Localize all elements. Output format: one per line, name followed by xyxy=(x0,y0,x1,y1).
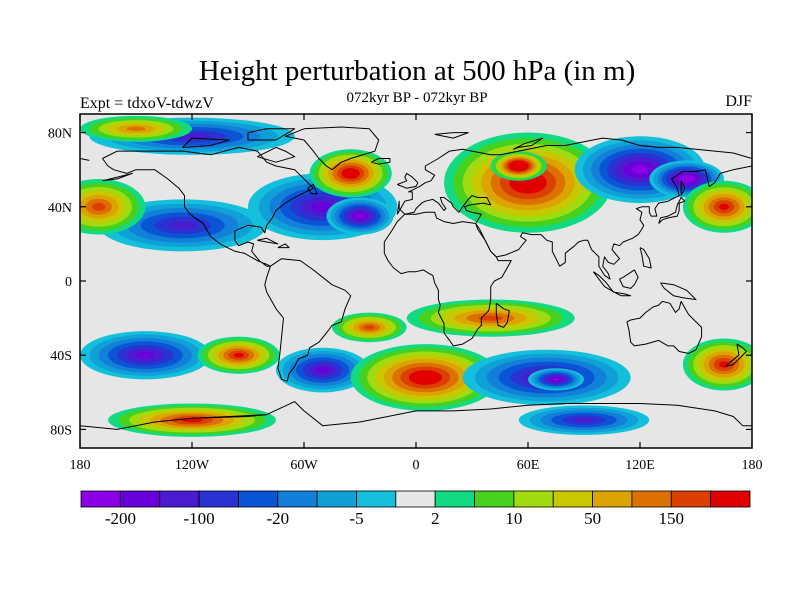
colorbar-swatch xyxy=(513,490,554,508)
map-title: Height perturbation at 500 hPa (in m) xyxy=(199,55,636,87)
colorbar-label: -200 xyxy=(105,509,136,528)
colorbar-label: -100 xyxy=(184,509,215,528)
x-tick-label: 60W xyxy=(290,458,318,473)
colorbar-label: 50 xyxy=(584,509,601,528)
anomaly-region xyxy=(682,180,752,233)
colorbar-swatch xyxy=(356,490,397,508)
x-tick-label: 180 xyxy=(70,458,91,473)
colorbar-label: 150 xyxy=(659,509,685,528)
anomaly-region xyxy=(197,336,280,374)
colorbar-label: -5 xyxy=(349,509,363,528)
coastlines xyxy=(80,126,752,430)
colorbar-swatch xyxy=(80,490,121,508)
colorbar: -200 -100 -20 -5 2 10 50 150 xyxy=(80,490,751,528)
colorbar-swatch xyxy=(198,490,239,508)
anomaly-region xyxy=(350,344,501,411)
colorbar-swatch xyxy=(238,490,279,508)
colorbar-swatch xyxy=(474,490,515,508)
colorbar-label: 2 xyxy=(431,509,440,528)
colorbar-swatch xyxy=(159,490,200,508)
anomaly-region xyxy=(80,331,211,380)
y-tick-label: 40S xyxy=(50,349,72,364)
colorbar-label: 10 xyxy=(505,509,522,528)
x-tick-label: 0 xyxy=(413,458,420,473)
colorbar-swatch xyxy=(277,490,318,508)
y-tick-label: 80S xyxy=(50,423,72,438)
map-axes: 180 120W 60W 0 60E 120E 180 80N 40N 0 40S 80S xyxy=(48,114,763,473)
anomaly-region xyxy=(490,151,547,181)
anomaly-region xyxy=(80,178,146,235)
colorbar-swatch xyxy=(119,490,161,508)
x-tick-label: 60E xyxy=(517,458,540,473)
colorbar-swatch xyxy=(631,490,672,508)
experiment-label: Expt = tdxoV-tdwzV xyxy=(80,95,214,112)
y-tick-label: 40N xyxy=(48,201,72,216)
colorbar-swatch xyxy=(552,490,593,508)
x-tick-label: 120E xyxy=(625,458,655,473)
anomaly-region xyxy=(518,405,650,435)
colorbar-swatch xyxy=(434,490,475,508)
colorbar-swatch xyxy=(316,490,357,508)
y-tick-label: 0 xyxy=(65,275,72,290)
anomaly-region xyxy=(108,403,276,437)
x-tick-label: 180 xyxy=(742,458,763,473)
map-panel xyxy=(79,113,753,449)
colorbar-swatch xyxy=(670,490,712,508)
y-tick-label: 80N xyxy=(48,127,72,142)
colorbar-label: -20 xyxy=(266,509,289,528)
anomaly-region xyxy=(275,347,370,393)
colorbar-swatch xyxy=(592,490,633,508)
season-label: DJF xyxy=(725,93,752,110)
anomaly-region xyxy=(528,368,584,391)
colorbar-swatch xyxy=(395,490,436,508)
anomaly-region xyxy=(332,312,407,343)
x-tick-label: 120W xyxy=(175,458,210,473)
anomaly-region xyxy=(309,149,392,198)
anomaly-region xyxy=(682,338,752,391)
anomaly-region xyxy=(80,115,192,142)
period-label: 072kyr BP - 072kyr BP xyxy=(346,90,487,106)
colorbar-swatch xyxy=(710,490,751,508)
anomaly-region xyxy=(406,299,575,337)
anomaly-region xyxy=(326,197,394,235)
